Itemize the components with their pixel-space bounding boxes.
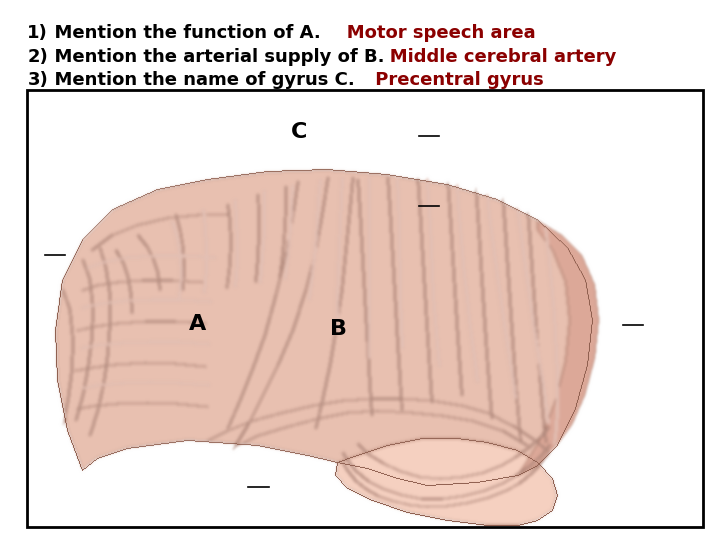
Text: Mention the arterial supply of B.: Mention the arterial supply of B. xyxy=(42,48,384,66)
Text: Middle cerebral artery: Middle cerebral artery xyxy=(371,48,616,66)
Text: Mention the name of gyrus C.: Mention the name of gyrus C. xyxy=(42,71,354,89)
Text: Mention the function of A.: Mention the function of A. xyxy=(42,24,320,43)
Text: A: A xyxy=(189,314,207,334)
Text: 1): 1) xyxy=(27,24,48,43)
Text: B: B xyxy=(330,319,347,340)
Text: 3): 3) xyxy=(27,71,48,89)
Text: Motor speech area: Motor speech area xyxy=(328,24,535,43)
Bar xyxy=(27,90,703,526)
Text: Precentral gyrus: Precentral gyrus xyxy=(344,71,544,89)
Text: C: C xyxy=(291,122,307,143)
Text: 2): 2) xyxy=(27,48,48,66)
